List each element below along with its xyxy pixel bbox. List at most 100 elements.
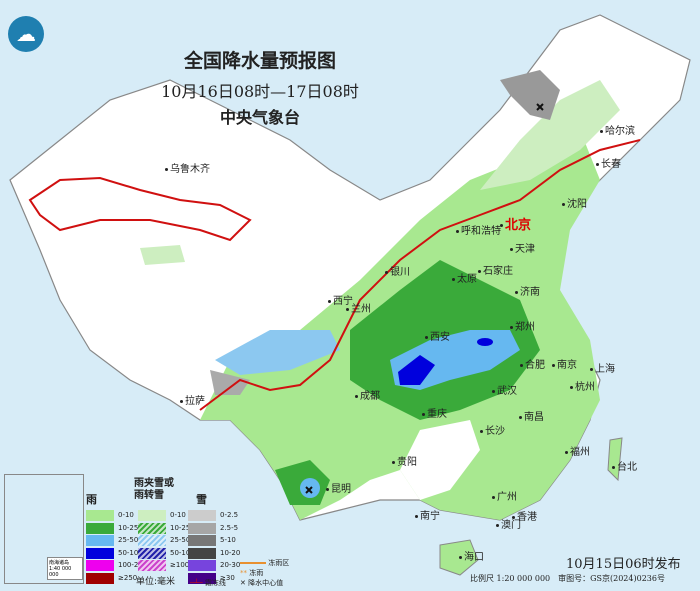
cross-icon: ✕ [240, 579, 246, 587]
legend-swatch-mixed [138, 535, 166, 546]
frost-line-icon: ─┴─ [190, 579, 203, 587]
rain-50-100-area-east [477, 338, 493, 346]
city-label: 北京 [500, 214, 531, 233]
city-label: 武汉 [492, 382, 517, 397]
city-label: 沈阳 [562, 195, 587, 210]
city-label: 海口 [459, 548, 484, 563]
precip-center-markers [305, 103, 544, 494]
snow-area-west [210, 370, 250, 395]
city-label: 香港 [512, 508, 537, 523]
legend-label-rain: 10-25 [118, 523, 139, 532]
city-label: 昆明 [326, 480, 351, 495]
city-label: 澳门 [496, 516, 521, 531]
legend-symbol: ✕ 降水中心值 [240, 578, 283, 588]
mixed-area-xinjiang [140, 245, 185, 265]
south-china-sea-inset: 南海诸岛 1:40 000 000 [4, 474, 84, 584]
legend-symbol: 冻雨区 [240, 558, 289, 568]
legend-swatch-rain [86, 522, 114, 534]
rain-0-10-north [480, 80, 620, 190]
mixed-area-west [215, 330, 340, 375]
city-label: 台北 [612, 458, 637, 473]
legend-swatch-mixed [138, 522, 166, 534]
legend-label-snow: 5-10 [220, 536, 236, 544]
city-label: 长春 [596, 155, 621, 170]
forecast-period: 10月16日08时—17日08时 [161, 82, 359, 101]
legend-label-mixed: 50-100 [170, 548, 195, 557]
legend-swatch-rain [86, 560, 114, 571]
legend-swatch-rain [86, 547, 114, 559]
legend-swatch-snow [188, 510, 216, 521]
city-label: 郑州 [510, 318, 535, 333]
legend-swatch-snow [188, 572, 216, 584]
legend-swatch-snow [188, 547, 216, 559]
city-label: 南宁 [415, 507, 440, 522]
city-label: 乌鲁木齐 [165, 160, 210, 175]
city-label: 南昌 [519, 408, 544, 423]
legend-label-snow: 0-2.5 [220, 511, 239, 519]
legend-swatch-mixed [138, 510, 166, 521]
city-label: 兰州 [346, 300, 371, 315]
city-label: 石家庄 [478, 262, 513, 277]
city-label: 西安 [425, 328, 450, 343]
legend-symbol: ─┴─ 霜冻线 [190, 578, 226, 588]
city-label: 拉萨 [180, 392, 205, 407]
city-label: 南京 [552, 356, 577, 371]
city-label: 长沙 [480, 422, 505, 437]
legend-swatch-rain [86, 572, 114, 584]
legend-label-mixed: 25-50 [170, 536, 191, 544]
legend-label-snow: 10-20 [220, 548, 241, 557]
city-label: 合肥 [520, 356, 545, 371]
legend-symbol: ** 冻雨 [240, 568, 263, 578]
legend-symbol-label: 霜冻线 [204, 579, 226, 587]
legend-swatch-snow [188, 560, 216, 571]
city-label: 太原 [452, 270, 477, 285]
legend-mixed-title: 雨夹雪或雨转雪 [134, 478, 174, 501]
city-label: 西宁 [328, 292, 353, 307]
legend-label-snow: 2.5-5 [220, 523, 239, 532]
rain-white-hole [400, 420, 480, 500]
snow-area [500, 70, 560, 120]
legend-rain-title: 雨 [86, 493, 97, 506]
legend-label-snow: ≥30 [220, 573, 235, 582]
legend-symbol-label: 降水中心值 [248, 579, 284, 587]
legend-label-rain: 100-250 [118, 561, 148, 569]
city-label: 天津 [510, 240, 535, 255]
city-label: 福州 [565, 443, 590, 458]
issue-time: 10月15日06时发布 [566, 557, 681, 572]
city-label: 广州 [492, 488, 517, 503]
map-scale: 比例尺 1:20 000 000 审图号：GS京(2024)0236号 [470, 574, 665, 583]
city-label: 上海 [590, 360, 615, 375]
frost-line [28, 139, 641, 411]
double-star-icon: ** [240, 569, 247, 577]
legend-unit: 单位:毫米 [136, 577, 176, 587]
cma-logo-icon: ☁ [8, 16, 44, 52]
map-title: 全国降水量预报图 [183, 50, 336, 72]
legend: 南海诸岛 1:40 000 000 雨 雨夹雪或雨转雪 雪 0-10 10-25 2… [4, 474, 299, 588]
legend-label-snow: 20-30 [220, 561, 241, 569]
legend-label-rain: ≥250 [118, 573, 138, 582]
agency-name: 中央气象台 [219, 108, 300, 127]
city-label: 杭州 [570, 378, 595, 393]
city-label: 哈尔滨 [600, 122, 635, 137]
legend-swatch-snow [188, 535, 216, 546]
orange-line-icon [240, 559, 266, 567]
legend-snow-title: 雪 [196, 493, 207, 506]
city-label: 成都 [355, 387, 380, 402]
city-label: 银川 [385, 263, 410, 278]
legend-swatch-snow [188, 522, 216, 534]
city-label: 贵阳 [392, 453, 417, 468]
inset-scale: 南海诸岛 1:40 000 000 [47, 557, 83, 580]
legend-label-mixed: 10-25 [170, 523, 191, 532]
legend-symbol-label: 冻雨 [249, 569, 264, 577]
legend-label-rain: 50-100 [118, 548, 143, 557]
legend-swatch-rain [86, 510, 114, 521]
legend-label-rain: 25-50 [118, 536, 139, 544]
legend-label-mixed: ≥100 [170, 561, 190, 569]
city-label: 呼和浩特 [456, 222, 501, 237]
rain-50-100-area [398, 355, 435, 385]
legend-label-rain: 0-10 [118, 511, 134, 519]
legend-symbol-label: 冻雨区 [268, 559, 290, 567]
legend-label-mixed: 0-10 [170, 511, 186, 519]
city-label: 重庆 [422, 405, 447, 420]
legend-swatch-rain [86, 535, 114, 546]
